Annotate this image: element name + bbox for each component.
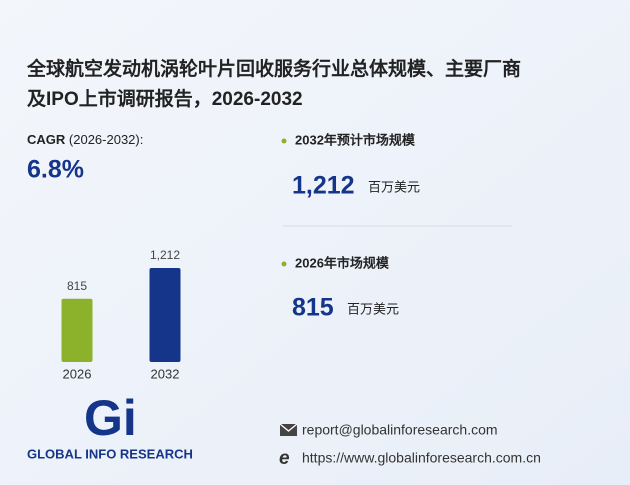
stat-value: 1,212 [292, 172, 355, 200]
stat-unit: 百万美元 [347, 301, 399, 316]
value-label: 1,212 [150, 248, 180, 262]
bar-chart: 815 2026 1,212 2032 [61, 248, 181, 381]
bullet [281, 261, 287, 267]
mail-icon-flap [279, 423, 298, 432]
bar [61, 298, 93, 362]
web-icon: e [279, 448, 290, 469]
stat-value: 815 [292, 294, 334, 322]
stat-unit: 百万美元 [368, 179, 420, 194]
value-label: 815 [67, 279, 87, 293]
logo-mark: Gi [84, 390, 137, 446]
website[interactable]: https://www.globalinforesearch.com.cn [302, 450, 541, 466]
bullet [281, 138, 287, 144]
cagr-period: (2026-2032): [69, 132, 143, 147]
bar [149, 268, 181, 362]
stat-label: 2026年市场规模 [295, 255, 390, 270]
title: 全球航空发动机涡轮叶片回收服务行业总体规模、主要厂商 [26, 57, 521, 80]
cagr-name: CAGR [27, 132, 66, 147]
email[interactable]: report@globalinforesearch.com [302, 422, 498, 438]
logo-name: GLOBAL INFO RESEARCH [27, 446, 193, 461]
title: 及IPO上市调研报告，2026-2032 [27, 87, 303, 110]
cagr-label: CAGR (2026-2032): [27, 132, 143, 147]
x-tick-label: 2032 [151, 366, 180, 381]
cagr-value: 6.8% [27, 156, 84, 184]
x-tick-label: 2026 [63, 366, 92, 381]
stat-label: 2032年预计市场规模 [295, 132, 416, 147]
